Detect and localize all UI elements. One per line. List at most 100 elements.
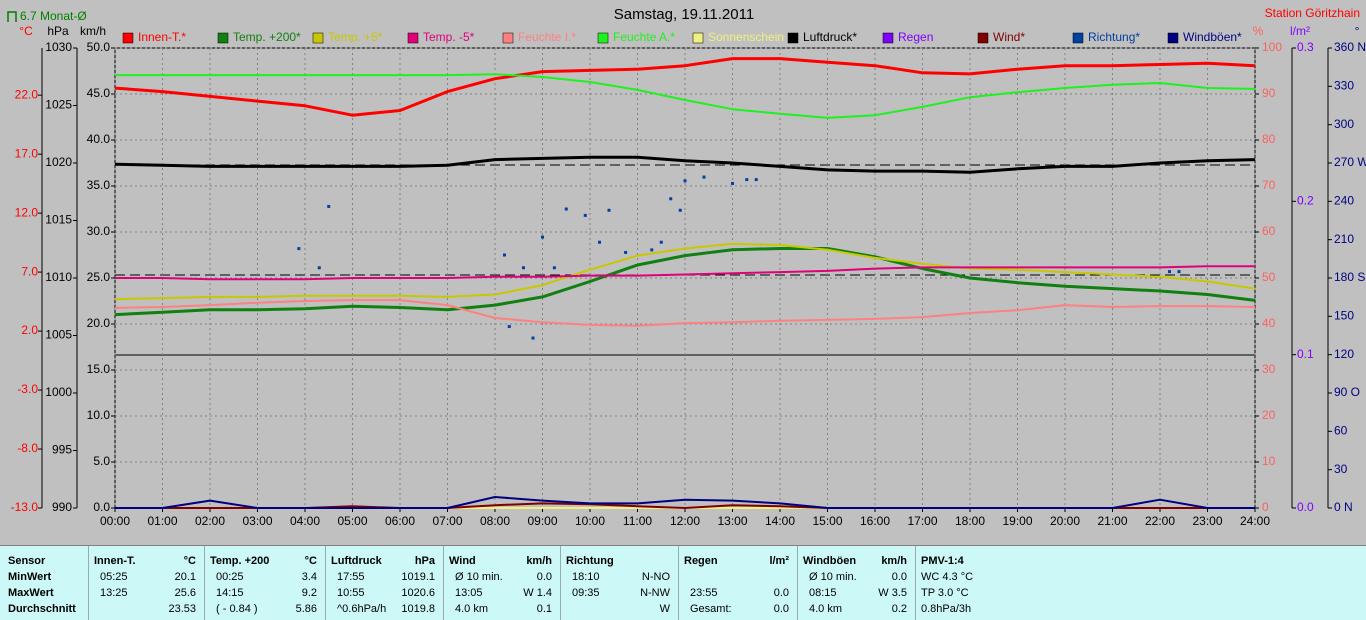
- y-tick-label: 1000: [45, 385, 72, 399]
- column-header: Richtung: [566, 555, 614, 567]
- y-tick-label: 0.2: [1297, 194, 1314, 208]
- cell: TP 3.0 °C: [921, 587, 969, 599]
- station-name: Station Göritzhain: [1265, 6, 1360, 20]
- scatter-point: [683, 179, 687, 183]
- cell: 25.6: [174, 587, 196, 599]
- chart-title: Samstag, 19.11.2011: [614, 6, 754, 23]
- cell: W: [659, 603, 670, 615]
- y-tick-label: 10: [1262, 454, 1276, 468]
- y-tick-label: 0.0: [1297, 500, 1314, 514]
- column-unit: km/h: [881, 555, 907, 567]
- scatter-point: [531, 336, 535, 340]
- cell: Gesamt:: [690, 603, 732, 615]
- scatter-point: [624, 250, 628, 254]
- series-line: [114, 57, 1256, 117]
- y-tick-label: -8.0: [17, 441, 38, 455]
- scatter-point: [598, 240, 601, 244]
- y-tick-label: 990: [52, 500, 72, 514]
- x-tick-label: 05:00: [337, 514, 367, 528]
- x-tick-label: 15:00: [812, 514, 842, 528]
- cell: 0.1: [536, 603, 552, 615]
- y-tick-label: 30: [1334, 462, 1348, 476]
- legend-swatch: [407, 32, 419, 44]
- x-tick-label: 19:00: [1002, 514, 1032, 528]
- column-header: Innen-T.: [94, 555, 136, 567]
- column-unit: °C: [304, 555, 317, 567]
- cell: N-NO: [641, 571, 670, 583]
- x-tick-label: 20:00: [1050, 514, 1080, 528]
- y-tick-label: -3.0: [17, 382, 38, 396]
- y-tick-label: 1030: [45, 40, 72, 54]
- y-tick-label: 0.3: [1297, 40, 1314, 54]
- cell: Ø 10 min.: [455, 571, 503, 583]
- cell: 1019.1: [401, 571, 435, 583]
- scatter-point: [522, 266, 525, 270]
- scatter-point: [317, 266, 321, 270]
- y-tick-label: 30: [1262, 362, 1276, 376]
- x-tick-label: 18:00: [955, 514, 985, 528]
- scatter-point: [583, 213, 587, 217]
- x-tick-label: 22:00: [1145, 514, 1175, 528]
- y-tick-label: 150: [1334, 309, 1354, 323]
- legend-label: Temp. +5*: [328, 30, 383, 44]
- y-tick-label: 25.0: [87, 270, 111, 284]
- scatter-point: [669, 197, 673, 201]
- y-tick-label: 70: [1262, 178, 1276, 192]
- legend-swatch: [502, 32, 514, 44]
- row-label: MaxWert: [8, 587, 54, 599]
- scatter-point: [541, 235, 544, 239]
- axis-unit: km/h: [80, 24, 106, 38]
- legend-swatch: [597, 32, 609, 44]
- cell: 0.0: [891, 571, 907, 583]
- y-tick-label: 270 W: [1334, 155, 1366, 169]
- legend-swatch: [692, 32, 704, 44]
- y-tick-label: 300: [1334, 117, 1354, 131]
- axis-unit: hPa: [47, 24, 69, 38]
- series-line: [115, 73, 1256, 119]
- series-line: [115, 496, 1255, 509]
- cell: Ø 10 min.: [809, 571, 857, 583]
- cell: 5.86: [295, 603, 317, 615]
- scatter-point: [659, 240, 663, 244]
- separator: [560, 546, 561, 620]
- x-tick-label: 12:00: [670, 514, 700, 528]
- y-tick-label: 7.0: [21, 264, 38, 278]
- legend-label: Feuchte I.*: [518, 30, 576, 44]
- x-tick-label: 09:00: [527, 514, 557, 528]
- cell: 20.1: [174, 571, 196, 583]
- cell: 4.0 km: [455, 603, 489, 615]
- cell: W 3.5: [878, 587, 907, 599]
- column-unit: hPa: [414, 555, 435, 567]
- x-tick-label: 03:00: [242, 514, 272, 528]
- separator: [204, 546, 205, 620]
- y-tick-label: 100: [1262, 40, 1282, 54]
- y-tick-label: 90: [1262, 86, 1276, 100]
- scatter-point: [607, 208, 611, 212]
- series-line: [114, 242, 1256, 301]
- scatter-point: [650, 248, 654, 252]
- x-tick-label: 11:00: [623, 514, 652, 528]
- x-tick-label: 01:00: [147, 514, 177, 528]
- separator: [678, 546, 679, 620]
- cell: W 1.4: [523, 587, 552, 599]
- monthly-note: 6.7 Monat-Ø: [20, 9, 87, 23]
- cell: 00:25: [216, 571, 244, 583]
- y-tick-label: 17.0: [15, 146, 39, 160]
- cell: N-NW: [640, 587, 670, 599]
- series-line: [114, 155, 1256, 174]
- x-tick-label: 14:00: [765, 514, 795, 528]
- cell: 0.0: [773, 603, 789, 615]
- separator: [915, 546, 916, 620]
- scatter-point: [745, 178, 749, 182]
- row-label: MinWert: [8, 571, 52, 583]
- cell: 0.0: [773, 587, 789, 599]
- x-tick-label: 00:00: [100, 514, 130, 528]
- x-tick-label: 24:00: [1240, 514, 1270, 528]
- y-tick-label: 60: [1262, 224, 1276, 238]
- cell: 0.8hPa/3h: [921, 603, 972, 615]
- cell: 18:10: [572, 571, 600, 583]
- y-tick-label: 120: [1334, 347, 1354, 361]
- column-unit: km/h: [526, 555, 552, 567]
- legend-swatch: [977, 32, 989, 44]
